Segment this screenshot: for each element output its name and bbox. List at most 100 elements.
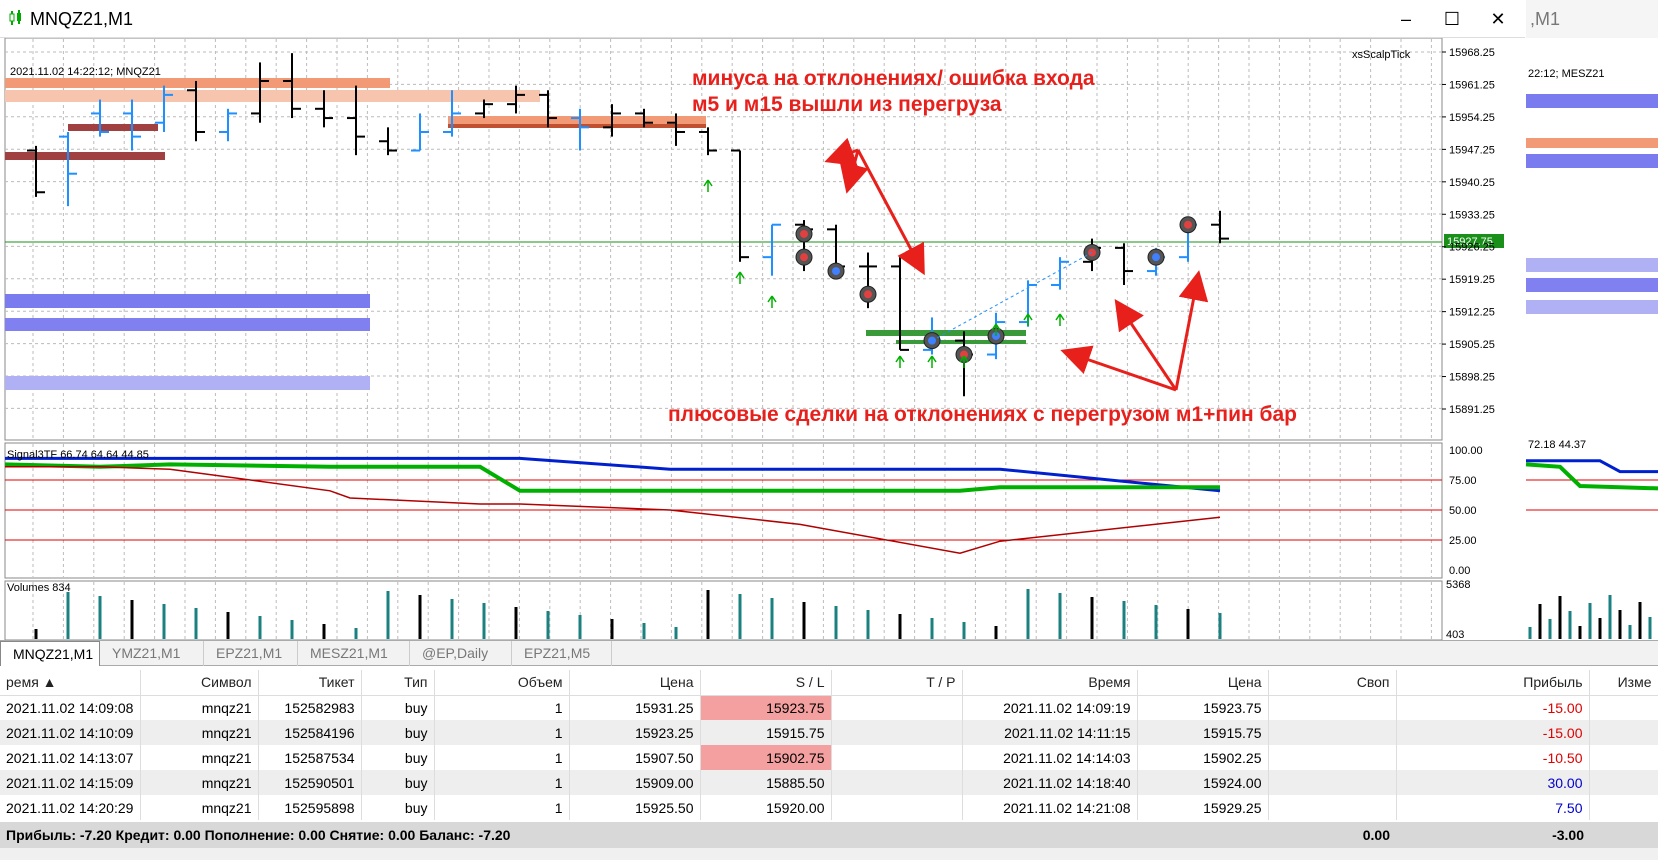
window-titlebar: MNQZ21,M1 – ☐ ✕: [0, 0, 1525, 38]
table-cell: 1: [434, 745, 570, 770]
annotation-arrow: [1060, 345, 1177, 392]
annotation-arrow: [1174, 270, 1209, 391]
table-cell: 15902.75: [700, 745, 832, 770]
table-row[interactable]: 2021.11.02 14:10:09 mnqz21 152584196 buy 1 15…: [0, 720, 1658, 745]
table-row[interactable]: 2021.11.02 14:15:09 mnqz21 152590501 buy 1 15…: [0, 770, 1658, 795]
table-cell: [1268, 770, 1397, 795]
right-chart: [1525, 38, 1658, 640]
window-title: MNQZ21,M1: [30, 9, 134, 29]
summary-text: Прибыль: -7.20 Кредит: 0.00 Пополнение: …: [6, 827, 511, 843]
trade-marker-core: [1088, 248, 1096, 257]
table-cell: 152584196: [258, 720, 362, 745]
price-tick-label: 15968.25: [1449, 47, 1495, 59]
table-cell: -15.00: [1396, 720, 1590, 745]
table-cell: 2021.11.02 14:21:08: [962, 795, 1138, 820]
trade-markers: [703, 179, 1197, 368]
price-tick-label: 15898.25: [1449, 372, 1495, 384]
table-cell: 15885.50: [700, 770, 832, 795]
table-cell: 15925.50: [569, 795, 701, 820]
indicator-label: xsScalpTick: [1352, 49, 1411, 61]
annotation-arrow: [824, 137, 859, 167]
column-header[interactable]: Тип: [361, 670, 435, 696]
column-header[interactable]: Изме: [1589, 670, 1658, 696]
maximize-button[interactable]: ☐: [1443, 9, 1461, 29]
buy-signal-arrow: [1023, 313, 1033, 326]
chart-area[interactable]: 2021.11.02 14:22:12; MNQZ21 xsScalpTick …: [0, 38, 1658, 640]
table-row[interactable]: 2021.11.02 14:13:07 mnqz21 152587534 buy 1 15…: [0, 745, 1658, 770]
right-zone: [1526, 300, 1658, 314]
signal-tick-label: 0.00: [1449, 565, 1470, 577]
signal-indicator: [4, 456, 1442, 554]
price-tick-label: 15919.25: [1449, 274, 1495, 286]
column-header[interactable]: Своп: [1268, 670, 1397, 696]
table-cell: 7.50: [1396, 795, 1590, 820]
table-row[interactable]: 2021.11.02 14:20:29 mnqz21 152595898 buy 1 15…: [0, 795, 1658, 820]
buy-signal-arrow: [959, 355, 969, 368]
second-window-titlebar[interactable]: [1526, 0, 1658, 38]
chart-grid: [4, 38, 1443, 640]
table-cell: [1589, 745, 1658, 770]
chart-info: 2021.11.02 14:22:12; MNQZ21: [10, 66, 161, 78]
table-cell: 152590501: [258, 770, 362, 795]
price-zone: [5, 78, 390, 88]
volume-panel: [4, 580, 1443, 640]
column-header[interactable]: Цена: [1137, 670, 1269, 696]
trade-marker-core: [800, 253, 808, 262]
column-header[interactable]: Символ: [140, 670, 259, 696]
price-tick-label: 15891.25: [1449, 404, 1495, 416]
table-cell: 2021.11.02 14:09:08: [0, 695, 141, 720]
column-header[interactable]: Цена: [569, 670, 701, 696]
table-row[interactable]: 2021.11.02 14:09:08 mnqz21 152582983 buy 1 15…: [0, 695, 1658, 720]
table-cell: [1268, 720, 1397, 745]
table-cell: 2021.11.02 14:20:29: [0, 795, 141, 820]
table-cell: [1268, 695, 1397, 720]
table-cell: 15920.00: [700, 795, 832, 820]
tab-ymz21-m1[interactable]: YMZ21,M1: [100, 641, 204, 666]
column-header[interactable]: Тикет: [258, 670, 362, 696]
table-cell: 15924.00: [1137, 770, 1269, 795]
right-zone: [1526, 94, 1658, 108]
tab--ep-daily[interactable]: @EP,Daily: [410, 641, 512, 666]
column-header[interactable]: Объем: [434, 670, 570, 696]
table-cell: 152587534: [258, 745, 362, 770]
right-chart-info: 22:12; MESZ21: [1528, 68, 1604, 80]
annotation-top-line2: м5 и м15 вышли из перегруза: [692, 93, 1002, 116]
column-header[interactable]: ремя ▲: [0, 670, 141, 696]
price-tick-label: 15905.25: [1449, 339, 1495, 351]
volume-bars: [34, 589, 1222, 639]
minimize-button[interactable]: –: [1400, 9, 1411, 29]
right-fast-line: [1525, 462, 1658, 491]
column-header[interactable]: S / L: [700, 670, 832, 696]
table-cell: [831, 795, 963, 820]
trade-marker-core: [832, 267, 840, 276]
column-header[interactable]: Время: [962, 670, 1138, 696]
close-button[interactable]: ✕: [1490, 9, 1506, 29]
table-cell: [831, 770, 963, 795]
tab-epz21-m5[interactable]: EPZ21,M5: [512, 641, 612, 666]
table-cell: 2021.11.02 14:15:09: [0, 770, 141, 795]
red-signal-line: [5, 466, 1221, 554]
table-cell: buy: [361, 795, 435, 820]
table-cell: -10.50: [1396, 745, 1590, 770]
tab-mnqz21-m1[interactable]: MNQZ21,M1: [0, 641, 100, 666]
right-volume-panel: [1526, 581, 1658, 640]
price-axis: 15968.25 15961.25 15954.25 15947.25 15940.25…: [1442, 47, 1495, 416]
table-cell: 1: [434, 720, 570, 745]
status-strip: [0, 848, 1658, 860]
column-header[interactable]: Прибыль: [1396, 670, 1590, 696]
price-zone: [896, 340, 1026, 344]
second-window-title: ,M1: [1530, 9, 1561, 29]
signal-label: Signal3TF 66.74 64.64 44.85: [7, 449, 149, 461]
volume-axis-max: 5368: [1446, 579, 1470, 591]
slow-signal-line: [5, 456, 1221, 493]
tab-epz21-m1[interactable]: EPZ21,M1: [204, 641, 298, 666]
tab-mesz21-m1[interactable]: MESZ21,M1: [298, 641, 410, 666]
column-header[interactable]: T / P: [831, 670, 963, 696]
signal-axis: 100.00 75.00 50.00 25.00 0.00: [1449, 445, 1483, 577]
price-zone: [5, 294, 370, 308]
price-zone: [5, 90, 540, 102]
table-cell: 2021.11.02 14:09:19: [962, 695, 1138, 720]
volume-axis-min: 403: [1446, 629, 1464, 640]
